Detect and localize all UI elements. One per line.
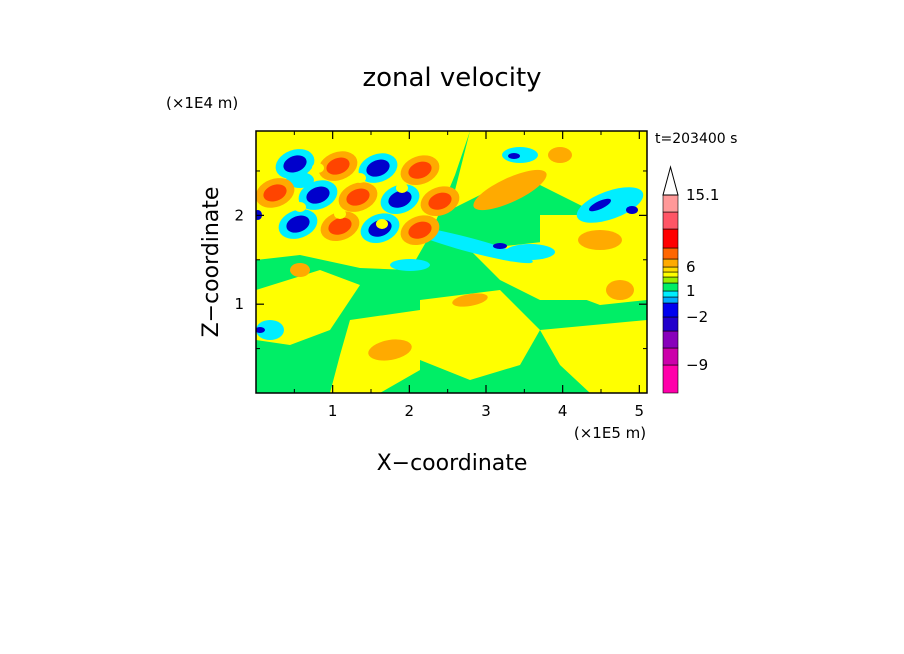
field-cyan-streak <box>390 259 430 271</box>
field-orange-blob <box>452 293 488 307</box>
colorbar-segment <box>662 228 679 249</box>
y-axis-label: Z−coordinate <box>199 187 224 338</box>
colorbar-segment <box>662 302 679 318</box>
field-wave-core <box>408 221 432 239</box>
colorbar-segment <box>662 266 679 273</box>
colorbar-segment <box>662 296 679 304</box>
field-blue-spot <box>588 198 612 212</box>
field-blue-spot <box>508 153 520 159</box>
field-wave-core <box>366 159 390 177</box>
colorbar-segment <box>662 316 679 332</box>
x-tick-label: 1 <box>328 402 338 420</box>
colorbar-segment <box>662 247 679 260</box>
colorbar-segment <box>662 290 679 298</box>
colorbar-segment <box>662 258 679 268</box>
field-wave-gap <box>376 219 388 229</box>
field-wave-core <box>428 192 452 210</box>
field-blue-spot <box>493 243 507 249</box>
field-wave-core <box>388 190 412 208</box>
colorbar-arrow <box>662 165 679 196</box>
field-orange-blob <box>548 147 572 163</box>
field-wave-core <box>286 215 310 233</box>
colorbar-label: 1 <box>686 282 696 300</box>
field-cyan-streak <box>505 244 555 260</box>
velocity-field <box>256 131 647 393</box>
x-tick-label: 2 <box>405 402 415 420</box>
field-wave-gap <box>312 163 324 173</box>
plot-frame <box>255 130 648 394</box>
y-tick-label: 2 <box>234 206 244 224</box>
field-yellow-region <box>450 131 647 215</box>
field-orange-blob <box>368 339 412 361</box>
field-wave-core <box>326 157 350 175</box>
colorbar-label: 15.1 <box>686 186 719 204</box>
field-cyan-streak <box>502 147 538 163</box>
x-tick-label: 5 <box>635 402 645 420</box>
field-orange-blob <box>606 280 634 300</box>
x-axis-ticks: 1 2 3 4 5 <box>293 131 645 420</box>
field-orange-blob <box>578 230 622 250</box>
colorbar-segment <box>662 282 679 292</box>
colorbar-segment <box>662 347 679 366</box>
field-wave-gap <box>396 183 408 193</box>
colorbar-segment <box>662 364 679 394</box>
chart-title: zonal velocity <box>362 63 541 93</box>
field-wave-core <box>346 188 370 206</box>
field-orange-blob <box>290 263 310 277</box>
field-cyan-streak <box>407 226 533 264</box>
field-wave-gap <box>334 209 346 219</box>
field-orange-blob <box>473 169 547 211</box>
field-blue-spot <box>626 206 638 214</box>
field-cyan-streak <box>256 320 284 340</box>
colorbar-segment <box>662 330 679 349</box>
field-wave-gap <box>354 173 366 183</box>
y-axis-ticks: 12 <box>234 170 647 350</box>
time-label: t=203400 s <box>655 131 737 147</box>
colorbar-segment <box>662 271 679 278</box>
field-cyan-streak <box>576 187 644 223</box>
field-yellow-region <box>420 290 540 380</box>
colorbar-label: −9 <box>686 356 708 374</box>
colorbar: 15.1 6 1 −2 −9 <box>662 165 719 394</box>
field-blobs <box>256 131 647 393</box>
field-blue-spot <box>256 327 265 333</box>
field-yellow-region <box>540 320 647 393</box>
y-axis-unit: (×1E4 m) <box>166 94 238 112</box>
field-wave-core <box>263 184 287 202</box>
field-wave-gap <box>294 202 306 212</box>
x-axis-unit: (×1E5 m) <box>574 424 646 442</box>
field-wave-core <box>283 155 307 173</box>
x-tick-label: 3 <box>481 402 491 420</box>
colorbar-segment <box>662 276 679 284</box>
colorbar-label: 6 <box>686 258 696 276</box>
field-wave-core <box>328 217 352 235</box>
field-wave-core <box>306 186 330 204</box>
field-wave-core <box>408 161 432 179</box>
x-axis-label: X−coordinate <box>377 451 528 476</box>
y-tick-label: 1 <box>234 295 244 313</box>
colorbar-label: −2 <box>686 308 708 326</box>
colorbar-segment <box>662 194 679 213</box>
colorbar-segment <box>662 211 679 230</box>
x-tick-label: 4 <box>558 402 568 420</box>
